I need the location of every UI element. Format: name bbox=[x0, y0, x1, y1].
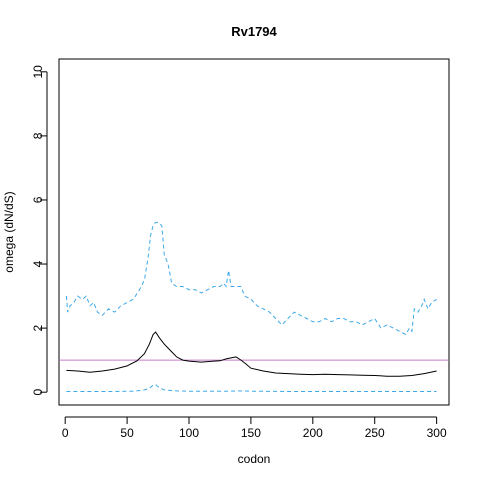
y-tick-label: 6 bbox=[31, 196, 45, 203]
axis-layer: 0 50 100 150 200 250 300 0 2 4 6 8 10 bbox=[31, 65, 447, 440]
series-line-lower bbox=[66, 383, 437, 392]
x-tick-label: 250 bbox=[365, 426, 385, 440]
y-tick-label: 4 bbox=[31, 260, 45, 267]
x-tick-label: 0 bbox=[62, 426, 69, 440]
plot-layer bbox=[59, 221, 449, 392]
x-tick-label: 50 bbox=[120, 426, 134, 440]
y-tick-label: 8 bbox=[31, 132, 45, 139]
y-axis-label: omega (dN/dS) bbox=[2, 191, 16, 272]
y-tick-label: 10 bbox=[31, 65, 45, 79]
x-tick-label: 300 bbox=[427, 426, 447, 440]
series-line-estimate bbox=[66, 331, 437, 377]
y-tick-label: 2 bbox=[31, 324, 45, 331]
x-tick-label: 150 bbox=[241, 426, 261, 440]
x-tick-label: 200 bbox=[303, 426, 323, 440]
series-line-upper bbox=[65, 221, 437, 336]
y-tick-label: 0 bbox=[31, 389, 45, 396]
chart-title: Rv1794 bbox=[231, 24, 277, 39]
plot-frame bbox=[58, 58, 450, 406]
x-tick-label: 100 bbox=[179, 426, 199, 440]
x-axis-label: codon bbox=[238, 452, 271, 466]
